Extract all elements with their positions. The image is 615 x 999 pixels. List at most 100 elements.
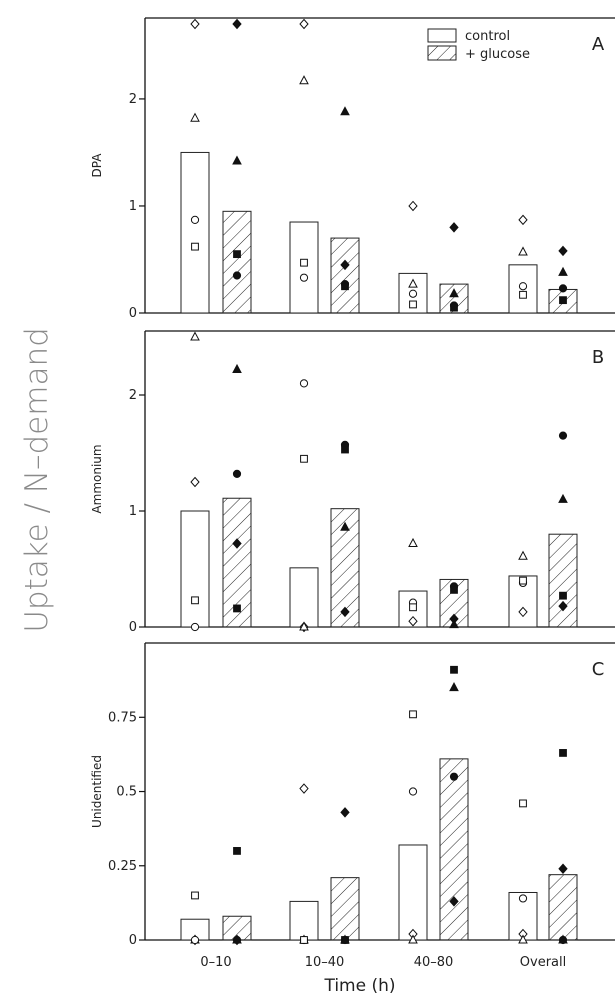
bar-control	[289, 900, 319, 941]
y-tick-label: 2	[129, 388, 137, 403]
point-control-diamond	[408, 615, 418, 627]
point-glucose-diamond	[449, 896, 459, 907]
panel-letter: C	[592, 659, 605, 680]
x-tick-label: 0–10	[200, 955, 231, 970]
y-tick-label: 1	[129, 504, 137, 519]
panel-letter: B	[592, 347, 604, 368]
point-control-circle	[190, 215, 200, 224]
point-control-square	[300, 454, 308, 463]
bar-control	[180, 510, 210, 628]
point-control-diamond	[518, 214, 528, 226]
bar-glucose	[548, 533, 578, 628]
point-control-diamond	[299, 783, 309, 794]
point-glucose-square	[341, 936, 349, 944]
bar-control	[180, 151, 210, 314]
point-glucose-circle	[558, 935, 568, 945]
point-control-triangle	[518, 550, 528, 560]
point-control-diamond	[190, 18, 200, 30]
point-control-triangle	[408, 537, 418, 547]
y-tick-label: 2	[129, 92, 137, 107]
y-tick-label: 0	[129, 933, 137, 948]
point-control-square	[191, 242, 199, 251]
point-glucose-square	[450, 303, 458, 312]
point-control-square	[519, 576, 527, 585]
y-tick-label: 1	[129, 199, 137, 214]
y-tick-label: 0.75	[108, 710, 137, 725]
point-control-square	[300, 936, 308, 944]
overall-ylabel: Uptake / N–demand	[19, 327, 55, 633]
point-control-circle	[408, 289, 418, 298]
point-control-diamond	[408, 200, 418, 212]
bar-control	[289, 567, 319, 628]
point-glucose-square	[559, 296, 567, 305]
point-control-circle	[190, 935, 200, 945]
point-glucose-diamond	[340, 259, 350, 271]
point-glucose-circle	[232, 469, 242, 478]
legend-swatch-glucose	[427, 45, 457, 61]
point-glucose-triangle	[558, 266, 568, 276]
point-glucose-diamond	[558, 863, 568, 874]
point-control-diamond	[190, 476, 200, 488]
bar-control	[289, 221, 319, 314]
point-glucose-square	[341, 282, 349, 291]
point-glucose-diamond	[558, 245, 568, 257]
point-control-circle	[299, 379, 309, 388]
bar-glucose	[439, 758, 469, 941]
x-tick-label: Overall	[520, 955, 566, 970]
point-glucose-square	[450, 665, 458, 674]
legend-label-glucose: + glucose	[465, 47, 530, 62]
point-control-square	[191, 891, 199, 900]
point-glucose-triangle	[558, 493, 568, 503]
point-control-diamond	[299, 18, 309, 30]
point-control-square	[519, 290, 527, 299]
point-glucose-diamond	[232, 538, 242, 549]
point-control-triangle	[408, 934, 418, 944]
panel-letter: A	[592, 34, 605, 55]
point-glucose-triangle	[449, 619, 459, 629]
y-tick-label: 0.5	[116, 785, 137, 800]
point-glucose-diamond	[340, 606, 350, 618]
point-control-square	[409, 710, 417, 719]
point-glucose-diamond	[340, 807, 350, 818]
point-control-circle	[408, 787, 418, 796]
point-control-square	[191, 596, 199, 605]
panel-c: 0 0.25 0.5 0.75 Unidentified C	[90, 642, 615, 948]
point-control-circle	[190, 622, 200, 632]
point-glucose-triangle	[340, 521, 350, 531]
point-control-triangle	[299, 621, 309, 631]
panel-b: 0 1 2 Ammonium B	[90, 330, 615, 635]
bar-control	[398, 844, 428, 941]
point-control-circle	[518, 894, 528, 903]
point-control-triangle	[518, 246, 528, 256]
bar-glucose	[330, 237, 360, 314]
point-glucose-square	[450, 585, 458, 594]
point-glucose-square	[233, 250, 241, 259]
point-control-triangle	[190, 331, 200, 341]
point-control-circle	[518, 282, 528, 291]
y-axis-label: DPA	[90, 153, 104, 178]
legend-swatch-control	[427, 28, 457, 43]
point-glucose-circle	[232, 935, 242, 945]
y-tick-label: 0	[129, 306, 137, 321]
y-tick-label: 0	[129, 620, 137, 635]
point-glucose-square	[559, 749, 567, 757]
point-glucose-circle	[449, 772, 459, 781]
y-axis-label: Ammonium	[90, 444, 104, 513]
bar-glucose	[330, 877, 360, 941]
point-control-square	[519, 799, 527, 808]
point-glucose-triangle	[232, 363, 242, 373]
point-control-diamond	[518, 606, 528, 618]
point-control-triangle	[190, 112, 200, 122]
point-glucose-diamond	[232, 18, 242, 30]
x-tick-label: 10–40	[305, 955, 345, 970]
point-control-square	[409, 300, 417, 309]
bar-glucose	[548, 874, 578, 941]
point-glucose-triangle	[449, 682, 459, 692]
point-control-square	[409, 603, 417, 612]
point-glucose-circle	[232, 271, 242, 280]
point-glucose-triangle	[340, 106, 350, 116]
point-control-triangle	[299, 75, 309, 85]
x-tick-label: 40–80	[414, 955, 454, 970]
bar-glucose	[222, 210, 252, 314]
